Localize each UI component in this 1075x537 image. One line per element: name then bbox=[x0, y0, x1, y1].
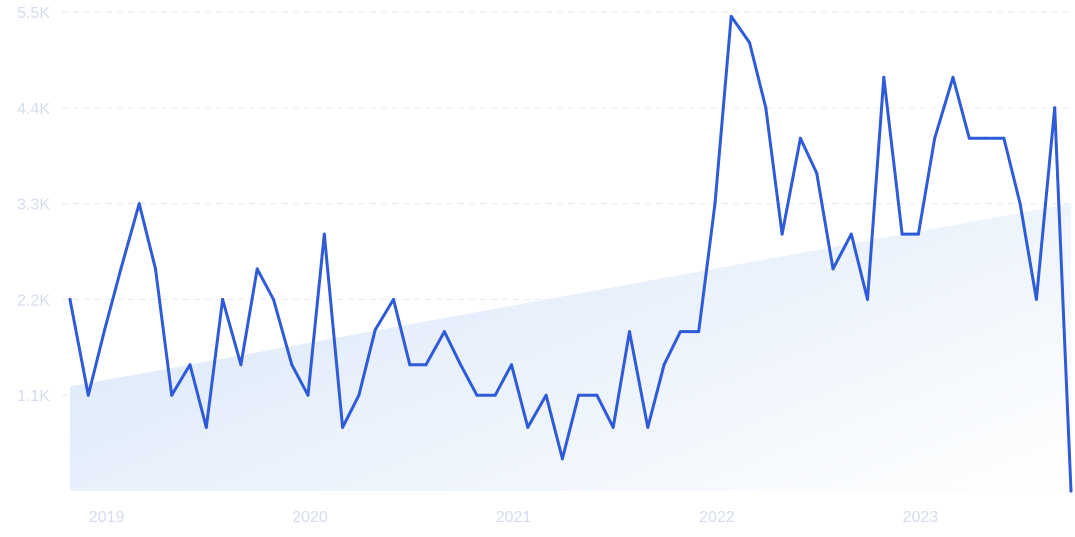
data-point bbox=[373, 328, 377, 332]
data-point bbox=[849, 232, 853, 236]
data-point bbox=[442, 330, 446, 334]
y-tick-label: 2.2K bbox=[17, 292, 50, 309]
data-point bbox=[544, 393, 548, 397]
data-point bbox=[798, 136, 802, 140]
data-point bbox=[424, 363, 428, 367]
data-point bbox=[560, 457, 564, 461]
data-point bbox=[221, 297, 225, 301]
data-point bbox=[271, 297, 275, 301]
data-points bbox=[68, 14, 1073, 493]
data-point bbox=[916, 232, 920, 236]
data-point bbox=[170, 393, 174, 397]
y-tick-label: 1.1K bbox=[17, 388, 50, 405]
y-tick-label: 3.3K bbox=[17, 197, 50, 214]
data-point bbox=[119, 267, 123, 271]
data-point bbox=[748, 40, 752, 44]
data-point bbox=[239, 363, 243, 367]
data-point bbox=[306, 393, 310, 397]
data-point bbox=[815, 171, 819, 175]
data-point bbox=[951, 75, 955, 79]
data-point bbox=[646, 425, 650, 429]
y-tick-label: 5.5K bbox=[17, 5, 50, 22]
data-point bbox=[678, 330, 682, 334]
data-point bbox=[866, 297, 870, 301]
x-tick-label: 2022 bbox=[699, 509, 735, 526]
data-point bbox=[780, 232, 784, 236]
data-point bbox=[137, 202, 141, 206]
data-point bbox=[1018, 202, 1022, 206]
data-point bbox=[1034, 297, 1038, 301]
x-tick-label: 2023 bbox=[903, 509, 939, 526]
data-point bbox=[408, 363, 412, 367]
data-point bbox=[831, 267, 835, 271]
data-point bbox=[729, 14, 733, 18]
y-tick-label: 4.4K bbox=[17, 101, 50, 118]
x-tick-label: 2021 bbox=[496, 509, 532, 526]
data-point bbox=[526, 425, 530, 429]
data-point bbox=[933, 136, 937, 140]
data-point bbox=[290, 363, 294, 367]
data-point bbox=[967, 136, 971, 140]
x-tick-label: 2019 bbox=[89, 509, 125, 526]
data-point bbox=[509, 363, 513, 367]
data-point bbox=[153, 267, 157, 271]
y-axis: 5.5K 4.4K 3.3K 2.2K 1.1K bbox=[17, 5, 50, 405]
data-point bbox=[662, 363, 666, 367]
data-point bbox=[1053, 106, 1057, 110]
data-point bbox=[1069, 489, 1073, 493]
x-axis: 2019 2020 2021 2022 2023 bbox=[89, 509, 939, 526]
data-point bbox=[188, 363, 192, 367]
data-point bbox=[882, 75, 886, 79]
data-point bbox=[764, 106, 768, 110]
data-point bbox=[86, 393, 90, 397]
data-point bbox=[204, 425, 208, 429]
data-point bbox=[984, 136, 988, 140]
data-point bbox=[697, 330, 701, 334]
data-point bbox=[577, 393, 581, 397]
data-point bbox=[341, 425, 345, 429]
series-line bbox=[68, 14, 1073, 493]
data-point bbox=[493, 393, 497, 397]
data-point bbox=[255, 267, 259, 271]
data-point bbox=[595, 393, 599, 397]
x-tick-label: 2020 bbox=[292, 509, 328, 526]
data-point bbox=[611, 425, 615, 429]
data-point bbox=[900, 232, 904, 236]
data-point bbox=[628, 330, 632, 334]
data-point bbox=[475, 393, 479, 397]
data-point bbox=[459, 363, 463, 367]
data-point bbox=[1002, 136, 1006, 140]
data-point bbox=[322, 232, 326, 236]
data-point bbox=[103, 328, 107, 332]
data-point bbox=[391, 297, 395, 301]
trend-area bbox=[70, 203, 1071, 491]
data-point bbox=[713, 202, 717, 206]
data-point bbox=[68, 297, 72, 301]
data-point bbox=[357, 393, 361, 397]
